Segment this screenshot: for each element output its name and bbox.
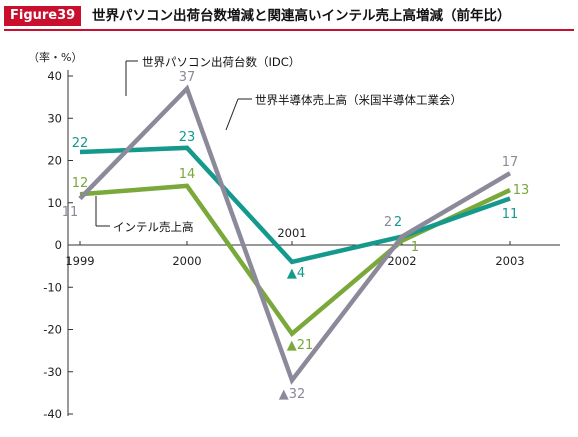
y-tick-label: 40 [47, 69, 62, 83]
y-tick-label: -40 [43, 407, 62, 421]
data-label: ▲4 [287, 266, 305, 281]
y-tick-label: 0 [55, 238, 62, 252]
data-label: 2 [384, 215, 392, 230]
x-tick-label: 2003 [495, 254, 524, 268]
title-bar: Figure39 世界パソコン出荷台数増減と関連高いインテル売上高増減（前年比） [0, 0, 578, 32]
y-tick-label: -30 [43, 365, 62, 379]
x-tick-label: 2002 [387, 254, 416, 268]
legend-entry: インテル売上高 [113, 220, 194, 234]
data-label: ▲21 [287, 338, 314, 353]
series-line [78, 84, 512, 385]
data-label: 2 [394, 215, 402, 230]
data-label: 11 [62, 205, 79, 220]
data-label: 23 [179, 130, 196, 145]
data-label: 12 [72, 176, 89, 191]
x-tick-label: 2001 [277, 226, 306, 240]
title-rule [4, 29, 574, 31]
y-tick-label: 20 [47, 154, 62, 168]
legend-entry: 世界半導体売上高（米国半導体工業会） [255, 93, 462, 107]
legend-leader [225, 98, 239, 131]
y-tick-label: -10 [43, 280, 62, 294]
data-label: 22 [72, 136, 89, 151]
data-label: 1 [411, 240, 419, 255]
data-label: 14 [179, 167, 196, 182]
x-tick-label: 1999 [65, 254, 94, 268]
data-label: 13 [513, 183, 530, 198]
y-tick-label: -20 [43, 323, 62, 337]
data-label: ▲32 [279, 387, 306, 402]
data-label: 37 [179, 70, 196, 85]
data-label: 17 [502, 155, 519, 170]
x-tick-label: 2000 [172, 254, 201, 268]
legend-entry: 世界パソコン出荷台数（IDC） [142, 55, 300, 69]
y-tick-label: 10 [47, 196, 62, 210]
series-line [79, 145, 511, 265]
y-axis-label: （率・%） [28, 50, 82, 64]
figure-badge: Figure39 [4, 6, 82, 26]
chart-title: 世界パソコン出荷台数増減と関連高いインテル売上高増減（前年比） [92, 8, 511, 24]
y-tick-label: 30 [47, 111, 62, 125]
data-label: 11 [502, 207, 519, 222]
